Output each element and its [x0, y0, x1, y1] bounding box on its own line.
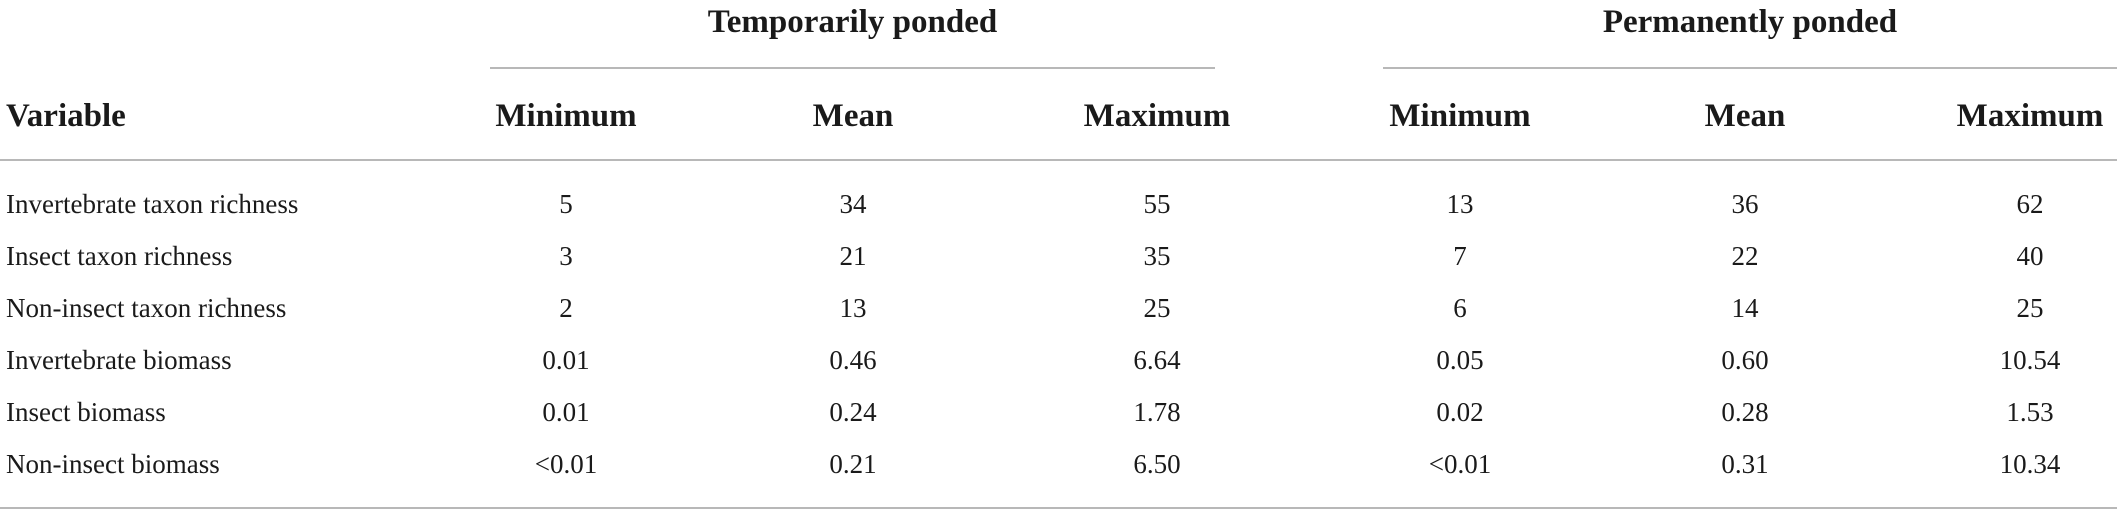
cell-perm-minimum: 0.05 [1436, 345, 1484, 375]
table-row: Non-insect biomass <0.01 0.21 6.50 <0.01… [0, 438, 2117, 490]
cell-perm-minimum: 0.02 [1436, 397, 1484, 427]
cell-perm-mean: 0.60 [1721, 345, 1769, 375]
cell-temp-mean: 34 [839, 189, 867, 219]
column-header-temp-maximum: Maximum [1083, 98, 1231, 134]
cell-temp-minimum: 0.01 [542, 345, 590, 375]
cell-temp-maximum: 1.78 [1133, 397, 1181, 427]
cell-temp-mean: 21 [839, 241, 867, 271]
cell-perm-mean: 0.28 [1721, 397, 1769, 427]
row-label: Insect biomass [6, 397, 166, 427]
cell-perm-mean: 0.31 [1721, 449, 1769, 479]
column-header-perm-mean: Mean [1704, 98, 1786, 134]
row-label: Non-insect taxon richness [6, 293, 287, 323]
group-rule-temporarily-ponded [490, 67, 1215, 69]
cell-temp-minimum: 5 [559, 189, 573, 219]
group-rule-permanently-ponded [1383, 67, 2117, 69]
cell-perm-maximum: 25 [2016, 293, 2044, 323]
group-header-permanently-ponded: Permanently ponded [1602, 4, 1898, 40]
row-label: Insect taxon richness [6, 241, 233, 271]
cell-temp-minimum: 3 [559, 241, 573, 271]
table-row: Insect taxon richness 3 21 35 7 22 40 [0, 230, 2117, 282]
cell-temp-maximum: 6.64 [1133, 345, 1181, 375]
cell-perm-maximum: 1.53 [2006, 397, 2054, 427]
cell-perm-maximum: 62 [2016, 189, 2044, 219]
cell-temp-minimum: 2 [559, 293, 573, 323]
cell-temp-mean: 0.24 [829, 397, 877, 427]
cell-perm-maximum: 10.54 [1999, 345, 2061, 375]
cell-temp-mean: 0.46 [829, 345, 877, 375]
column-header-temp-mean: Mean [812, 98, 894, 134]
table-row: Insect biomass 0.01 0.24 1.78 0.02 0.28 … [0, 386, 2117, 438]
row-label: Non-insect biomass [6, 449, 220, 479]
cell-temp-minimum: 0.01 [542, 397, 590, 427]
cell-temp-maximum: 6.50 [1133, 449, 1181, 479]
group-header-temporarily-ponded: Temporarily ponded [707, 4, 998, 40]
table-row: Non-insect taxon richness 2 13 25 6 14 2… [0, 282, 2117, 334]
table-row: Invertebrate biomass 0.01 0.46 6.64 0.05… [0, 334, 2117, 386]
header-rule [0, 159, 2117, 161]
table-row: Invertebrate taxon richness 5 34 55 13 3… [0, 178, 2117, 230]
cell-perm-mean: 36 [1731, 189, 1759, 219]
cell-temp-mean: 13 [839, 293, 867, 323]
cell-perm-maximum: 10.34 [1999, 449, 2061, 479]
cell-perm-minimum: 13 [1446, 189, 1474, 219]
cell-perm-mean: 22 [1731, 241, 1759, 271]
row-label: Invertebrate taxon richness [6, 189, 299, 219]
column-header-perm-minimum: Minimum [1389, 98, 1531, 134]
bottom-rule [0, 507, 2117, 509]
column-header-temp-minimum: Minimum [495, 98, 637, 134]
cell-temp-maximum: 55 [1143, 189, 1171, 219]
cell-temp-maximum: 25 [1143, 293, 1171, 323]
cell-perm-minimum: 6 [1453, 293, 1467, 323]
row-label: Invertebrate biomass [6, 345, 232, 375]
cell-temp-minimum: <0.01 [534, 449, 598, 479]
column-header-variable: Variable [6, 98, 126, 134]
column-header-perm-maximum: Maximum [1956, 98, 2104, 134]
cell-temp-maximum: 35 [1143, 241, 1171, 271]
cell-perm-minimum: <0.01 [1428, 449, 1492, 479]
cell-perm-mean: 14 [1731, 293, 1759, 323]
cell-perm-maximum: 40 [2016, 241, 2044, 271]
cell-perm-minimum: 7 [1453, 241, 1467, 271]
cell-temp-mean: 0.21 [829, 449, 877, 479]
